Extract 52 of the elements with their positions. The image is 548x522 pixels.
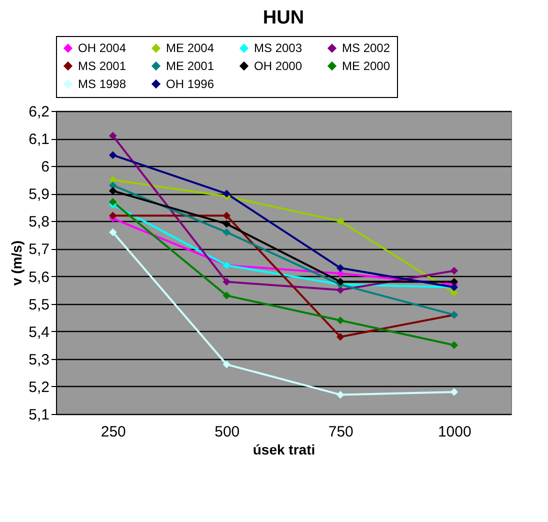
y-tick-label: 6,1 [28, 131, 50, 148]
x-tick-label: 750 [328, 424, 354, 440]
point [336, 264, 344, 272]
point [450, 266, 458, 275]
point [222, 278, 230, 286]
y-tick-label: 6 [41, 158, 50, 176]
legend-label: OH 2004 [78, 41, 126, 56]
point [109, 187, 117, 195]
y-tick-label: 5,2 [28, 378, 50, 396]
legend-label: MS 1998 [78, 77, 126, 91]
x-axis-title: úsek trati [252, 442, 316, 458]
x-tick-label: 250 [100, 424, 126, 440]
y-tick-label: 5,9 [28, 186, 50, 204]
chart-title: HUN [262, 8, 304, 28]
point [222, 360, 230, 368]
y-tick-label: 5,1 [28, 406, 50, 424]
point [336, 278, 344, 286]
point [222, 190, 230, 198]
legend-label: ME 2004 [166, 41, 214, 56]
y-tick-label: 5,4 [28, 324, 50, 341]
y-axis-title: v (m/s) [8, 240, 25, 286]
y-tick-label: 6,2 [28, 104, 50, 120]
point [336, 333, 344, 341]
point [109, 132, 117, 140]
point [109, 212, 117, 220]
point [450, 341, 458, 350]
point [222, 220, 230, 228]
point [109, 151, 117, 159]
legend-label: MS 2001 [78, 59, 126, 73]
legend-label: MS 2003 [254, 41, 302, 56]
y-tick-label: 5,3 [28, 351, 50, 368]
point [450, 388, 458, 396]
point [336, 270, 344, 278]
x-tick-label: 500 [214, 424, 240, 440]
point [336, 390, 344, 399]
point [222, 212, 230, 220]
legend-label: OH 1996 [166, 77, 214, 91]
y-tick-label: 5,5 [28, 296, 50, 314]
point [109, 198, 117, 206]
y-tick-label: 5,6 [28, 268, 50, 286]
point [222, 228, 230, 236]
y-tick-label: 5,8 [28, 214, 50, 231]
point [222, 292, 230, 300]
point [336, 217, 344, 226]
legend-label: MS 2002 [342, 41, 390, 56]
legend-label: ME 2000 [342, 59, 390, 73]
x-tick-label: 1000 [438, 424, 472, 440]
y-tick-label: 5,7 [28, 241, 50, 258]
point [336, 316, 344, 324]
point [109, 228, 117, 236]
legend-label: OH 2000 [254, 59, 302, 73]
legend-label: ME 2001 [166, 59, 214, 73]
